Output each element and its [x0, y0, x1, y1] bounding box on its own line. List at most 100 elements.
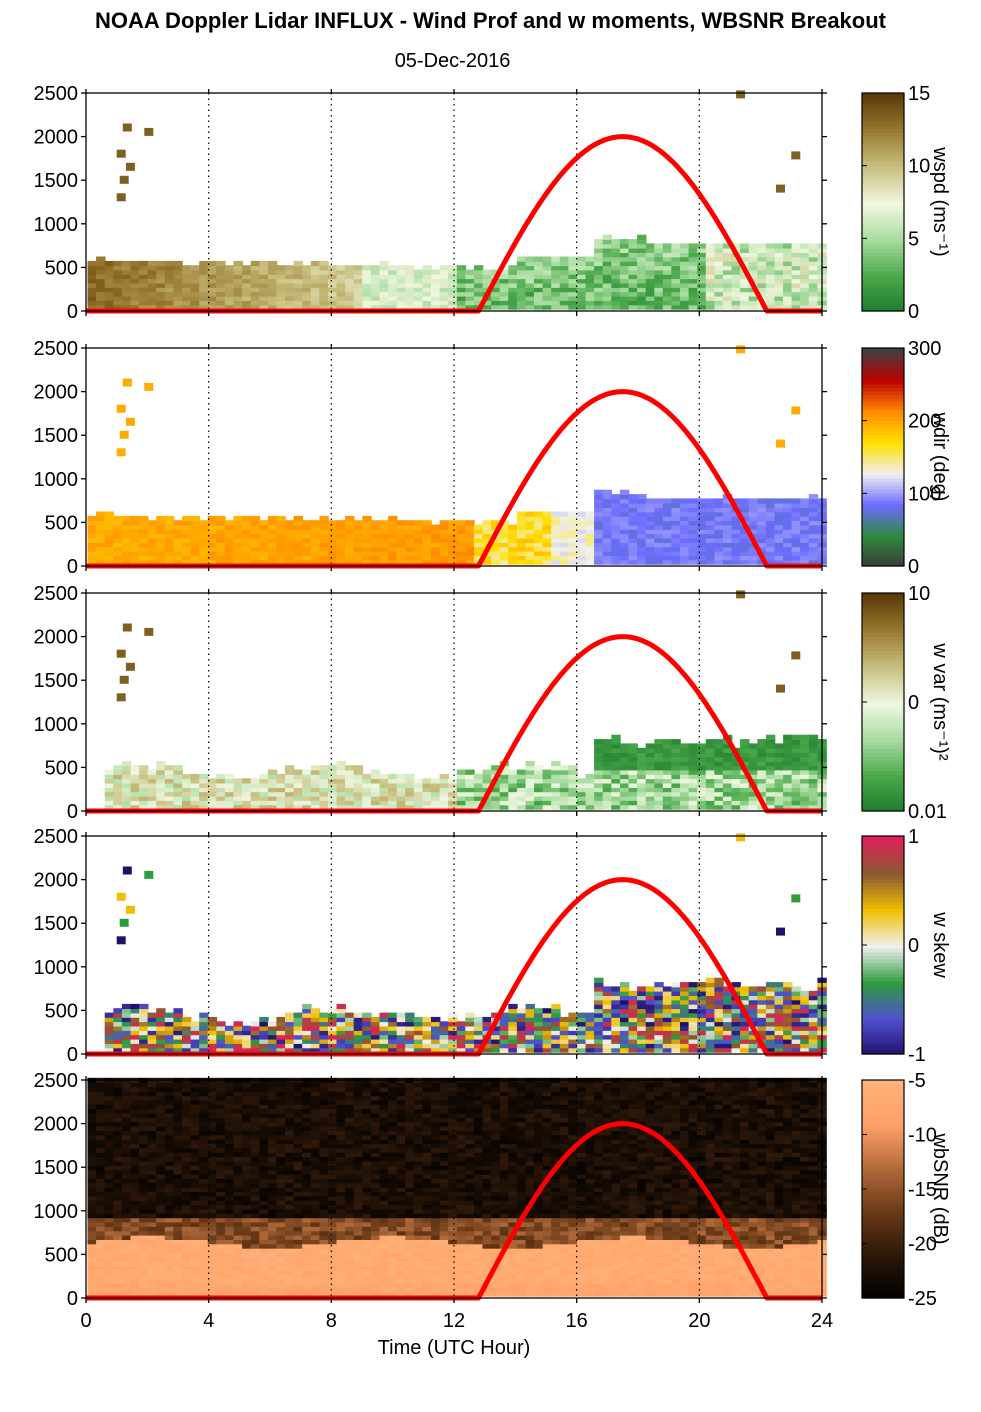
- heatmap-cell: [156, 782, 166, 788]
- heatmap-cell: [182, 1269, 192, 1275]
- heatmap-cell: [783, 559, 793, 565]
- heatmap-cell: [465, 778, 475, 784]
- heatmap-cell: [705, 282, 716, 288]
- heatmap-cell: [714, 995, 724, 1001]
- heatmap-cell: [577, 546, 587, 552]
- heatmap-cell: [688, 550, 698, 556]
- heatmap-cell: [113, 1247, 123, 1254]
- heatmap-cell: [156, 1186, 166, 1192]
- heatmap-cell: [516, 1016, 527, 1023]
- heatmap-cell: [602, 498, 613, 504]
- heatmap-cell: [808, 502, 819, 508]
- heatmap-cell: [182, 515, 192, 522]
- heatmap-cell: [310, 278, 321, 284]
- heatmap-cell: [216, 787, 226, 793]
- heatmap-cell: [173, 269, 183, 275]
- heatmap-cell: [439, 795, 449, 801]
- heatmap-cell: [173, 765, 183, 771]
- heatmap-cell: [697, 765, 707, 771]
- heatmap-cell: [748, 756, 759, 762]
- heatmap-cell: [362, 291, 372, 297]
- heatmap-cell: [104, 524, 115, 530]
- heatmap-cell: [568, 542, 578, 548]
- heatmap-cell: [190, 778, 200, 784]
- heatmap-cell: [156, 1151, 166, 1158]
- heatmap-cell: [182, 1204, 192, 1210]
- heatmap-cell: [405, 300, 415, 306]
- heatmap-cell: [147, 260, 157, 267]
- heatmap-cell: [482, 520, 492, 526]
- heatmap-cell: [800, 795, 810, 801]
- heatmap-cell: [577, 300, 587, 306]
- heatmap-cell: [345, 524, 355, 530]
- heatmap-cell: [516, 295, 527, 301]
- heatmap-cell: [800, 995, 810, 1001]
- heatmap-cell: [722, 756, 733, 762]
- heatmap-cell: [267, 546, 278, 552]
- heatmap-cell: [319, 533, 329, 539]
- heatmap-cell: [405, 278, 415, 284]
- heatmap-cell: [156, 1243, 166, 1249]
- heatmap-cell: [156, 515, 166, 522]
- heatmap-cell: [173, 1043, 183, 1049]
- heatmap-cell: [774, 982, 784, 988]
- heatmap-cell: [379, 300, 389, 306]
- heatmap-cell: [525, 760, 535, 767]
- heatmap-cell: [113, 1191, 123, 1197]
- heatmap-cell: [156, 1143, 166, 1149]
- heatmap-cell: [534, 295, 544, 301]
- heatmap-cell: [250, 800, 261, 806]
- heatmap-cell: [276, 782, 286, 788]
- heatmap-cell: [456, 524, 467, 530]
- heatmap-cell: [671, 546, 681, 552]
- heatmap-cell: [722, 986, 733, 992]
- heatmap-cell: [242, 791, 252, 797]
- heatmap-cell: [456, 287, 467, 293]
- heatmap-cell: [688, 273, 698, 280]
- colorbar-swatch: [862, 959, 904, 964]
- heatmap-cell: [439, 1021, 449, 1027]
- heatmap-cell: [680, 300, 690, 306]
- heatmap-cell: [619, 795, 630, 801]
- heatmap-cell: [508, 273, 518, 280]
- colorbar-label: wdir (deg): [929, 412, 951, 502]
- cloud-echo: [125, 905, 135, 914]
- heatmap-cell: [714, 760, 724, 767]
- heatmap-cell: [164, 537, 175, 543]
- heatmap-cell: [783, 1043, 793, 1049]
- heatmap-cell: [405, 782, 415, 788]
- heatmap-cell: [602, 1021, 613, 1027]
- heatmap-cell: [345, 1030, 355, 1036]
- heatmap-cell: [619, 295, 630, 301]
- heatmap-cell: [748, 773, 759, 780]
- heatmap-cell: [731, 804, 741, 810]
- heatmap-cell: [525, 1016, 535, 1023]
- heatmap-cell: [568, 1047, 578, 1053]
- heatmap-cell: [551, 1025, 561, 1031]
- heatmap-cell: [104, 804, 115, 810]
- heatmap-cell: [705, 507, 716, 513]
- heatmap-cell: [559, 520, 570, 526]
- heatmap-cell: [388, 1047, 398, 1053]
- heatmap-cell: [594, 515, 604, 522]
- heatmap-cell: [156, 760, 166, 767]
- heatmap-cell: [568, 782, 578, 788]
- heatmap-cell: [104, 773, 115, 780]
- heatmap-cell: [336, 528, 346, 535]
- heatmap-cell: [731, 800, 741, 806]
- heatmap-cell: [774, 743, 784, 749]
- heatmap-cell: [602, 243, 613, 249]
- heatmap-cell: [259, 537, 269, 543]
- heatmap-cell: [224, 304, 235, 310]
- heatmap-cell: [113, 1278, 123, 1284]
- colorbar-swatch: [862, 482, 904, 487]
- heatmap-cell: [594, 494, 604, 500]
- heatmap-cell: [671, 507, 681, 513]
- heatmap-cell: [267, 550, 278, 556]
- heatmap-cell: [156, 778, 166, 784]
- colorbar-swatch: [862, 930, 904, 935]
- heatmap-cell: [783, 507, 793, 513]
- heatmap-cell: [774, 778, 784, 784]
- heatmap-cell: [680, 304, 690, 310]
- heatmap-cell: [388, 287, 398, 293]
